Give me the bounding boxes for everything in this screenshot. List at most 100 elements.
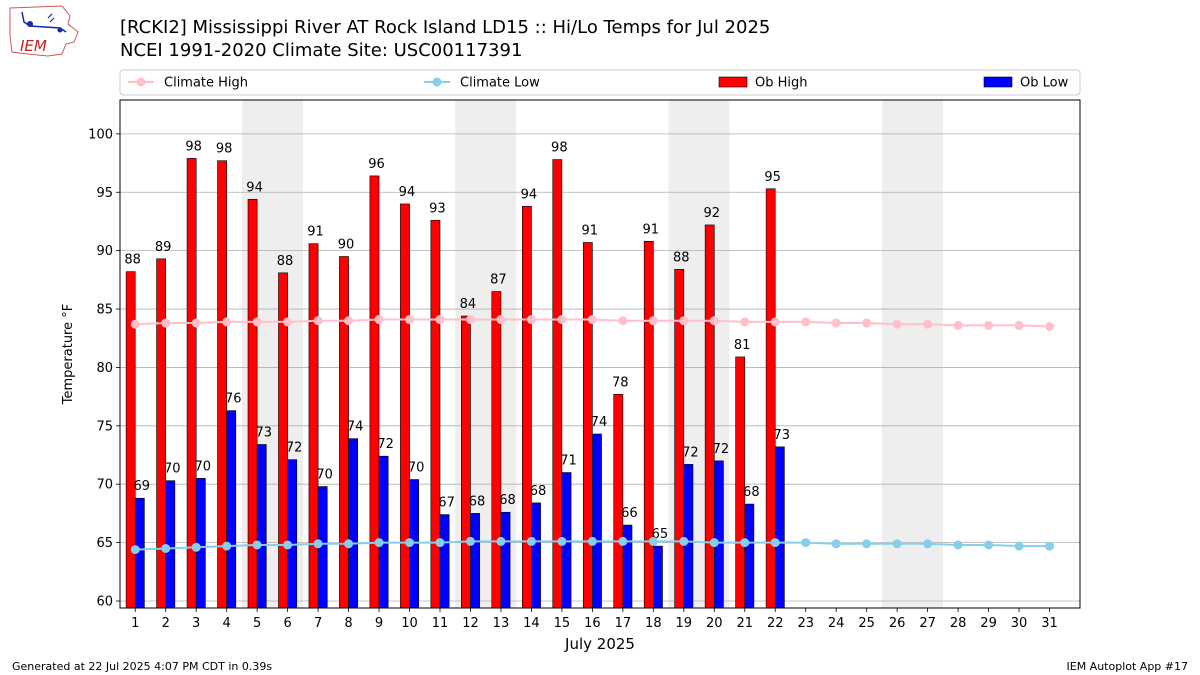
x-tick-label: 11 (432, 616, 449, 631)
x-tick-label: 16 (584, 616, 601, 631)
x-tick-label: 1 (131, 616, 139, 631)
climate-low-point (496, 536, 506, 546)
ob-low-label: 72 (286, 441, 303, 456)
ob-low-bar (744, 503, 755, 609)
climate-low-point (892, 539, 902, 549)
x-tick-label: 24 (828, 616, 845, 631)
climate-low-point (465, 536, 475, 546)
weekend-band (881, 100, 913, 608)
climate-low-point (1045, 541, 1055, 551)
x-tick-label: 12 (462, 616, 479, 631)
x-tick-label: 17 (615, 616, 632, 631)
climate-high-point (405, 315, 415, 325)
ob-high-label: 98 (185, 139, 202, 154)
climate-low-point (709, 538, 719, 548)
app-credit: IEM Autoplot App #17 (1066, 660, 1189, 673)
ob-low-label: 76 (225, 392, 242, 407)
ob-low-bar (713, 460, 724, 609)
x-tick-label: 13 (493, 616, 510, 631)
ob-low-label: 68 (469, 494, 486, 509)
x-tick-label: 25 (858, 616, 875, 631)
ob-low-label: 74 (347, 420, 364, 435)
climate-low-point (1014, 541, 1024, 551)
x-tick-label: 6 (283, 616, 291, 631)
chart-title-line1: [RCKI2] Mississippi River AT Rock Island… (120, 17, 771, 38)
climate-low-point (923, 539, 933, 549)
climate-high-point (923, 319, 933, 329)
x-tick-label: 3 (192, 616, 200, 631)
climate-low-point (161, 543, 171, 553)
ob-low-label: 73 (255, 426, 272, 441)
climate-high-point (953, 320, 963, 330)
ob-low-legend-label: Ob Low (1020, 76, 1069, 91)
x-tick-label: 18 (645, 616, 662, 631)
climate-high-point (618, 316, 628, 326)
y-tick-label: 70 (96, 478, 113, 493)
climate-low-point (435, 538, 445, 548)
climate-high-point (984, 320, 994, 330)
ob-high-label: 88 (673, 250, 690, 265)
climate-low-point (953, 540, 963, 550)
ob-low-label: 69 (134, 479, 151, 494)
climate-low-point (130, 545, 140, 555)
climate-high-point (435, 315, 445, 325)
iem-logo-icon: IEM (9, 5, 79, 57)
climate-low-point (191, 542, 201, 552)
climate-low-point (740, 538, 750, 548)
climate-high-point (1014, 320, 1024, 330)
climate-low-point (526, 536, 536, 546)
climate-high-point (161, 318, 171, 328)
x-tick-label: 29 (980, 616, 997, 631)
ob-low-label: 70 (408, 461, 425, 476)
ob-high-label: 94 (246, 180, 263, 195)
climate-low-point (679, 536, 689, 546)
climate-low-point (252, 540, 262, 550)
climate-high-point (374, 315, 384, 325)
ob-low-label: 72 (713, 442, 730, 457)
climate-high-point (587, 315, 597, 325)
climate-high-point (222, 317, 232, 327)
climate-high-point (557, 315, 567, 325)
ob-high-label: 91 (307, 225, 324, 240)
y-tick-label: 95 (96, 186, 113, 201)
x-tick-label: 2 (162, 616, 170, 631)
climate-low-point (831, 539, 841, 549)
y-axis-label: Temperature °F (61, 304, 76, 405)
x-tick-label: 10 (401, 616, 418, 631)
ob-low-bar (226, 410, 237, 609)
ob-high-label: 93 (429, 201, 446, 216)
climate-low-point (770, 538, 780, 548)
climate-high-point (831, 318, 841, 328)
climate-low-point (344, 539, 354, 549)
ob-high-bar (613, 393, 624, 609)
ob-high-label: 78 (612, 375, 629, 390)
x-tick-label: 27 (919, 616, 936, 631)
climate-high-point (465, 315, 475, 325)
climate-low-point (587, 536, 597, 546)
ob-high-label: 95 (764, 170, 781, 185)
ob-high-label: 89 (155, 240, 172, 255)
x-tick-label: 28 (950, 616, 967, 631)
ob-high-bar (430, 219, 441, 609)
climate-high-point (801, 317, 811, 327)
climate-low-point (801, 538, 811, 548)
legend-box (119, 69, 1081, 96)
climate-high-point (130, 319, 140, 329)
ob-low-label: 70 (194, 459, 211, 474)
y-tick-label: 85 (96, 303, 113, 318)
y-tick-label: 100 (88, 127, 113, 142)
climate-high-point (252, 317, 262, 327)
climate-high-point (526, 315, 536, 325)
ob-low-label: 72 (682, 445, 699, 460)
climate-low-point (283, 540, 293, 550)
climate-high-point (648, 316, 658, 326)
ob-high-bar (217, 160, 227, 609)
ob-high-label: 91 (582, 223, 599, 238)
climate-high-legend-label: Climate High (164, 76, 248, 91)
ob-high-label: 88 (124, 253, 141, 268)
climate-high-legend-marker (136, 77, 146, 87)
ob-high-label: 81 (734, 338, 751, 353)
ob-high-label: 84 (460, 297, 477, 312)
ob-high-bar (461, 315, 471, 609)
